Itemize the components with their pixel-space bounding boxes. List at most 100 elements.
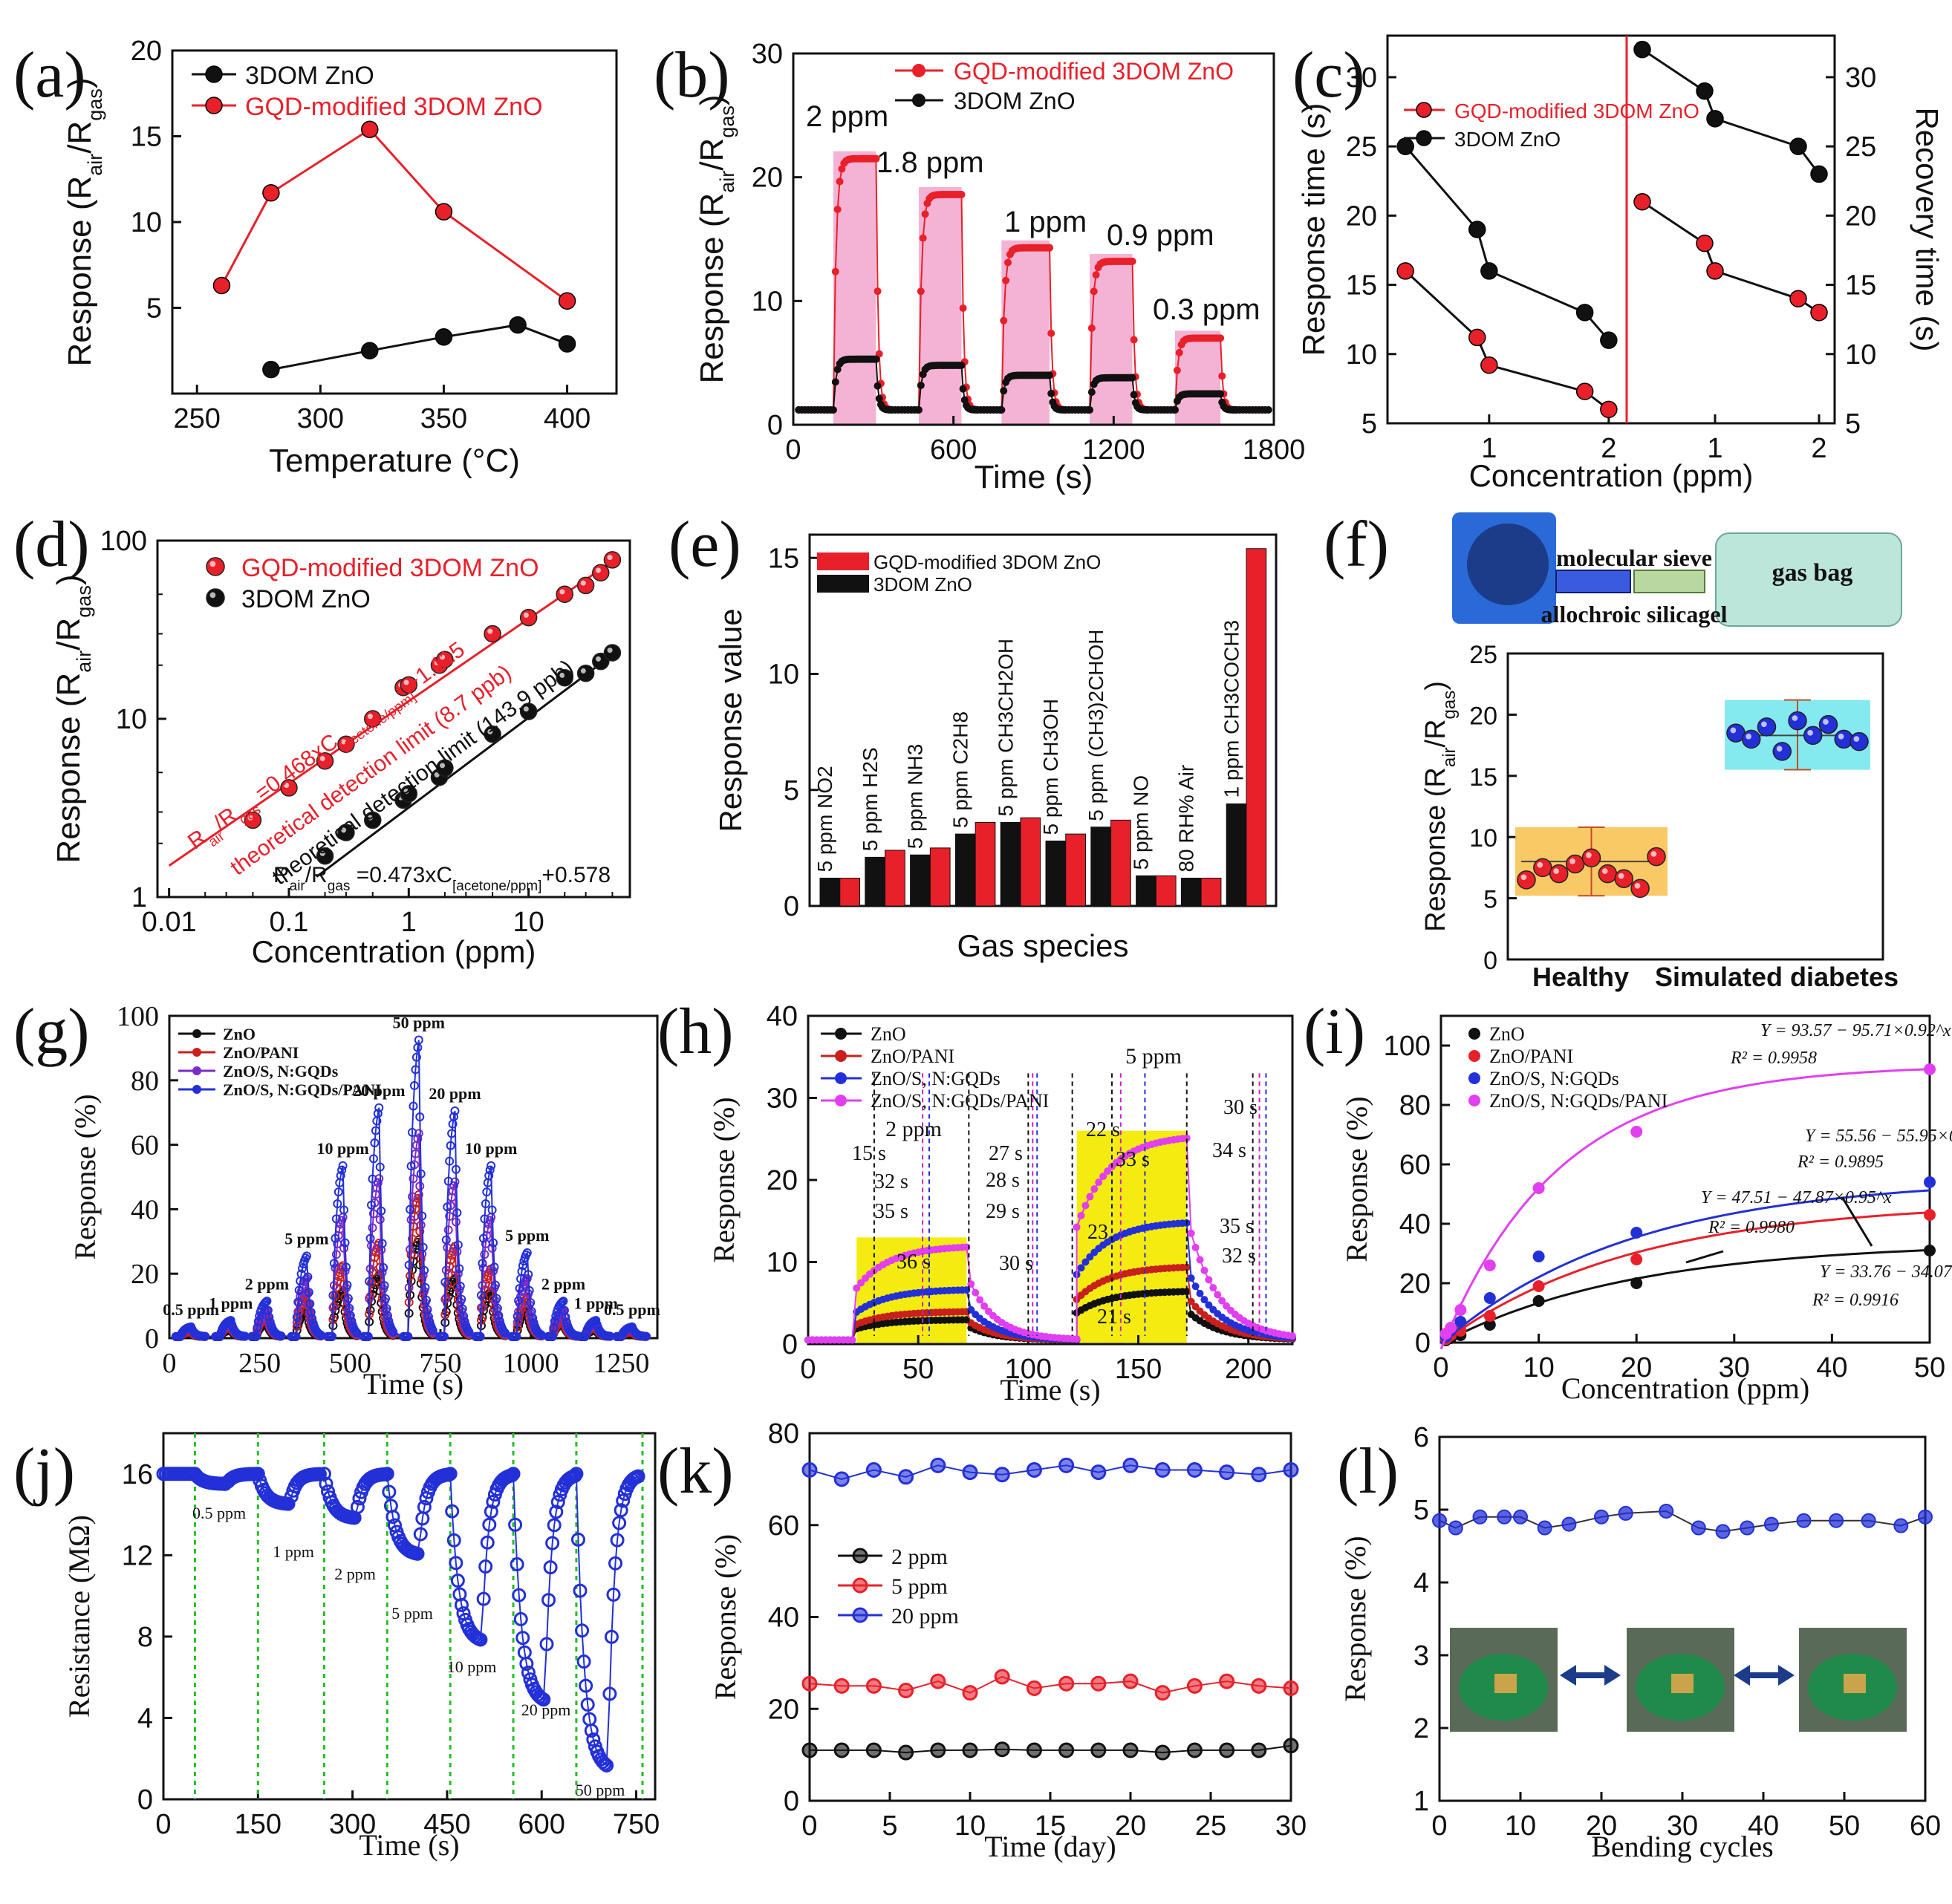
y-tick-label: 5 <box>1483 886 1497 914</box>
data-point <box>1077 1212 1085 1220</box>
data-point <box>1073 1223 1081 1231</box>
data-point <box>380 1467 394 1481</box>
time-annotation: 33 s <box>1116 1148 1150 1171</box>
pulse-label: 0.5 ppm <box>192 1504 246 1522</box>
data-point <box>487 1243 497 1253</box>
data-point <box>1283 1462 1299 1478</box>
data-point <box>337 1165 347 1175</box>
data-point <box>576 1654 591 1669</box>
data-point <box>487 1161 496 1170</box>
bar <box>910 854 931 907</box>
data-point <box>857 1279 865 1287</box>
data-point <box>450 1177 460 1187</box>
time-annotation: 30 s <box>999 1252 1033 1275</box>
data-point <box>1196 1289 1204 1297</box>
data-point-highlight <box>319 755 325 761</box>
data-point <box>1614 869 1633 888</box>
data-point <box>980 1302 989 1310</box>
data-point <box>445 1156 455 1166</box>
y-tick-label: 5 <box>1413 1495 1429 1526</box>
x-tick-label: 30 <box>1719 1352 1750 1383</box>
data-point <box>518 1261 527 1271</box>
data-point <box>1810 304 1828 322</box>
data-point <box>509 316 527 334</box>
data-point <box>319 1476 334 1491</box>
pulse-label: 20 ppm <box>521 1701 571 1719</box>
x-tick-label: 2 <box>1811 433 1826 464</box>
fit-equation: Y = 55.56 − 55.95×0.95^x <box>1805 1127 1952 1146</box>
data-point <box>1396 137 1414 155</box>
bar <box>1090 827 1112 907</box>
data-point-highlight <box>607 648 613 653</box>
panel-label: (d) <box>13 509 90 581</box>
data-point <box>1217 334 1225 342</box>
y-tick-label: 80 <box>768 1418 799 1450</box>
legend-marker <box>835 1028 847 1040</box>
y-tick-label: 4 <box>137 1703 153 1734</box>
data-point <box>1483 1292 1496 1304</box>
data-point <box>276 1331 286 1340</box>
data-point-highlight <box>595 656 602 662</box>
data-point <box>261 1297 270 1307</box>
data-point <box>281 1496 296 1511</box>
data-point <box>527 1306 536 1316</box>
data-point <box>482 1187 492 1197</box>
data-point <box>1090 1464 1107 1481</box>
y-tick-label: 0 <box>767 410 783 441</box>
data-point <box>377 1239 387 1248</box>
data-point <box>872 154 880 163</box>
data-point <box>417 1499 432 1514</box>
molecular-sieve-tube <box>1555 570 1631 593</box>
y-tick-label: 10 <box>767 1248 798 1279</box>
y-tick-label: 2 <box>1413 1713 1429 1744</box>
data-point <box>377 1206 386 1216</box>
x-tick-label: 100 <box>1005 1354 1052 1385</box>
time-annotation: 29 s <box>986 1200 1020 1223</box>
annotation-arrow <box>1841 1196 1873 1247</box>
data-point <box>443 1225 453 1235</box>
data-point <box>484 1504 498 1519</box>
y-axis-title: Response (%) <box>709 1534 742 1700</box>
data-point <box>556 585 573 603</box>
data-point <box>801 1675 818 1692</box>
bar <box>1136 875 1156 907</box>
data-point <box>1283 1738 1299 1754</box>
panel-h: (h) 0 50 100 150 200 0 10 20 30 40 Time (s) Response… <box>657 996 1296 1406</box>
y-tick-label: 0 <box>145 1323 159 1354</box>
y-tick-label: 80 <box>131 1066 159 1097</box>
legend-marker <box>192 1066 201 1075</box>
data-point <box>1633 40 1651 59</box>
x-tick-label: 25 <box>1195 1810 1226 1842</box>
data-point <box>443 1279 452 1289</box>
data-point <box>420 1265 429 1275</box>
data-point <box>579 1678 593 1693</box>
category-label: 5 ppm C2H8 <box>949 711 972 828</box>
data-point <box>422 1295 432 1305</box>
data-point <box>1532 1280 1545 1292</box>
data-point <box>413 1134 423 1144</box>
panel-label: (h) <box>657 996 734 1068</box>
x-tick-label: 350 <box>420 403 467 434</box>
data-point <box>409 1174 418 1184</box>
legend-label: ZnO/S, N:GQDs/PANI <box>223 1080 382 1099</box>
data-point-highlight <box>209 592 216 599</box>
data-point <box>336 1171 345 1181</box>
pulse-label: 2 ppm <box>245 1274 289 1293</box>
data-point <box>489 1266 498 1276</box>
x-tick-label: 10 <box>1523 1352 1554 1383</box>
data-point <box>1026 1680 1042 1696</box>
data-point <box>449 1181 459 1190</box>
y-tick-label: 80 <box>1399 1090 1431 1121</box>
data-point <box>446 1533 461 1548</box>
arrow-head <box>1734 1665 1750 1686</box>
gas-bag <box>1715 532 1902 627</box>
data-point <box>464 1327 474 1337</box>
data-point-highlight <box>403 789 409 795</box>
time-annotation: 30 s <box>1223 1096 1258 1119</box>
data-point <box>440 1277 450 1287</box>
data-point <box>415 1181 425 1191</box>
data-point <box>1090 1675 1107 1692</box>
data-point <box>558 335 576 353</box>
pulse-label: 0.3 ppm <box>1153 293 1260 326</box>
